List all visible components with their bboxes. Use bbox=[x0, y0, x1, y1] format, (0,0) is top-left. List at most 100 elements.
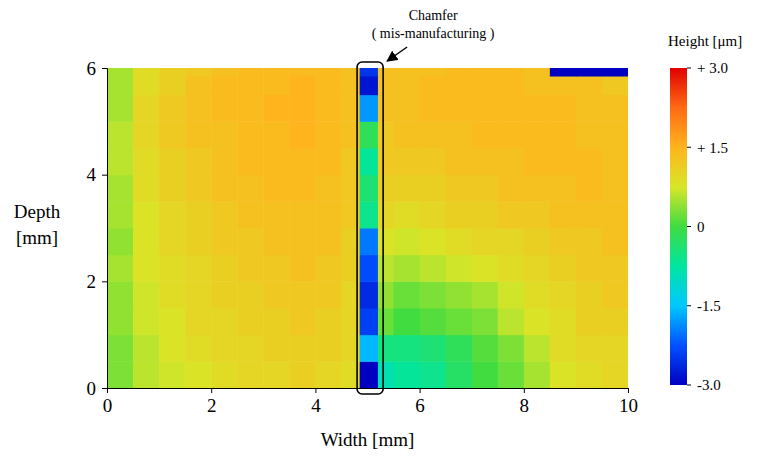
cell bbox=[107, 335, 134, 362]
tick: 6 bbox=[415, 388, 425, 416]
x-axis-line bbox=[108, 389, 629, 394]
cell bbox=[394, 335, 421, 362]
cell bbox=[602, 68, 628, 77]
cell bbox=[263, 95, 290, 122]
cell bbox=[360, 121, 379, 148]
x-axis: 0246810 bbox=[103, 388, 638, 416]
cell bbox=[378, 76, 394, 95]
colorbar-tick bbox=[687, 385, 691, 386]
cell bbox=[378, 228, 394, 255]
cell bbox=[237, 148, 264, 175]
cell bbox=[472, 281, 499, 308]
cell bbox=[524, 175, 551, 202]
cell bbox=[133, 281, 160, 308]
cell bbox=[524, 201, 551, 228]
cell bbox=[133, 175, 160, 202]
tick-mark bbox=[524, 388, 525, 393]
tick: 6 bbox=[87, 58, 108, 79]
cell bbox=[576, 201, 603, 228]
cell bbox=[498, 228, 525, 255]
cell bbox=[524, 281, 551, 308]
cell bbox=[378, 175, 394, 202]
y-axis: 0246 bbox=[87, 58, 108, 399]
cell bbox=[472, 148, 499, 175]
cell bbox=[185, 95, 212, 122]
cell bbox=[472, 121, 499, 148]
colorbar-tick bbox=[687, 147, 691, 148]
cell bbox=[550, 281, 577, 308]
colorbar-tick bbox=[687, 305, 691, 306]
y-axis-title: Depth bbox=[14, 201, 61, 222]
cell bbox=[263, 228, 290, 255]
cell bbox=[289, 228, 316, 255]
cell bbox=[159, 76, 186, 95]
cell bbox=[378, 148, 394, 175]
cell bbox=[315, 255, 342, 282]
cell bbox=[576, 255, 603, 282]
cell bbox=[394, 201, 421, 228]
cell bbox=[185, 361, 212, 388]
cell bbox=[498, 281, 525, 308]
cell bbox=[472, 228, 499, 255]
cell bbox=[211, 76, 238, 95]
cell bbox=[378, 361, 394, 388]
cell bbox=[185, 68, 212, 77]
cell bbox=[498, 68, 525, 77]
cell bbox=[602, 95, 628, 122]
cell bbox=[185, 148, 212, 175]
cell bbox=[263, 255, 290, 282]
cell bbox=[315, 308, 342, 335]
cell bbox=[360, 76, 379, 95]
cell bbox=[550, 121, 577, 148]
cell bbox=[159, 95, 186, 122]
cell bbox=[315, 76, 342, 95]
cell bbox=[360, 308, 379, 335]
cell bbox=[263, 281, 290, 308]
cell bbox=[550, 255, 577, 282]
cell bbox=[394, 281, 421, 308]
cell bbox=[133, 308, 160, 335]
cell bbox=[550, 228, 577, 255]
cell bbox=[185, 281, 212, 308]
cell bbox=[420, 76, 447, 95]
cell bbox=[133, 148, 160, 175]
colorbar-tick-label: + 3.0 bbox=[697, 60, 728, 76]
cell bbox=[133, 201, 160, 228]
cell bbox=[263, 121, 290, 148]
annotation-text: Chamfer bbox=[409, 8, 458, 23]
cell bbox=[498, 95, 525, 122]
cell bbox=[498, 175, 525, 202]
cell bbox=[107, 361, 134, 388]
cell bbox=[602, 201, 628, 228]
cell bbox=[211, 308, 238, 335]
cell bbox=[394, 175, 421, 202]
tick-label: 10 bbox=[619, 395, 638, 416]
cell bbox=[211, 121, 238, 148]
cell bbox=[107, 68, 134, 77]
cell bbox=[360, 148, 379, 175]
cell bbox=[211, 255, 238, 282]
cell bbox=[315, 95, 342, 122]
cell bbox=[360, 68, 379, 77]
cell bbox=[315, 335, 342, 362]
cell bbox=[420, 361, 447, 388]
cell bbox=[211, 281, 238, 308]
cell bbox=[289, 121, 316, 148]
cell bbox=[237, 255, 264, 282]
chart: 02468100246Width [mm]Depth[mm]+ 3.0+ 1.5… bbox=[0, 0, 768, 457]
tick-mark bbox=[102, 175, 107, 176]
cell bbox=[315, 201, 342, 228]
cell bbox=[550, 335, 577, 362]
cell bbox=[237, 228, 264, 255]
tick-label: 4 bbox=[311, 395, 321, 416]
cell bbox=[211, 361, 238, 388]
cell bbox=[524, 148, 551, 175]
cell bbox=[550, 175, 577, 202]
cell bbox=[107, 121, 134, 148]
cell bbox=[394, 228, 421, 255]
cell bbox=[133, 68, 160, 77]
cell bbox=[420, 335, 447, 362]
cell bbox=[602, 308, 628, 335]
cell bbox=[133, 121, 160, 148]
cell bbox=[185, 335, 212, 362]
